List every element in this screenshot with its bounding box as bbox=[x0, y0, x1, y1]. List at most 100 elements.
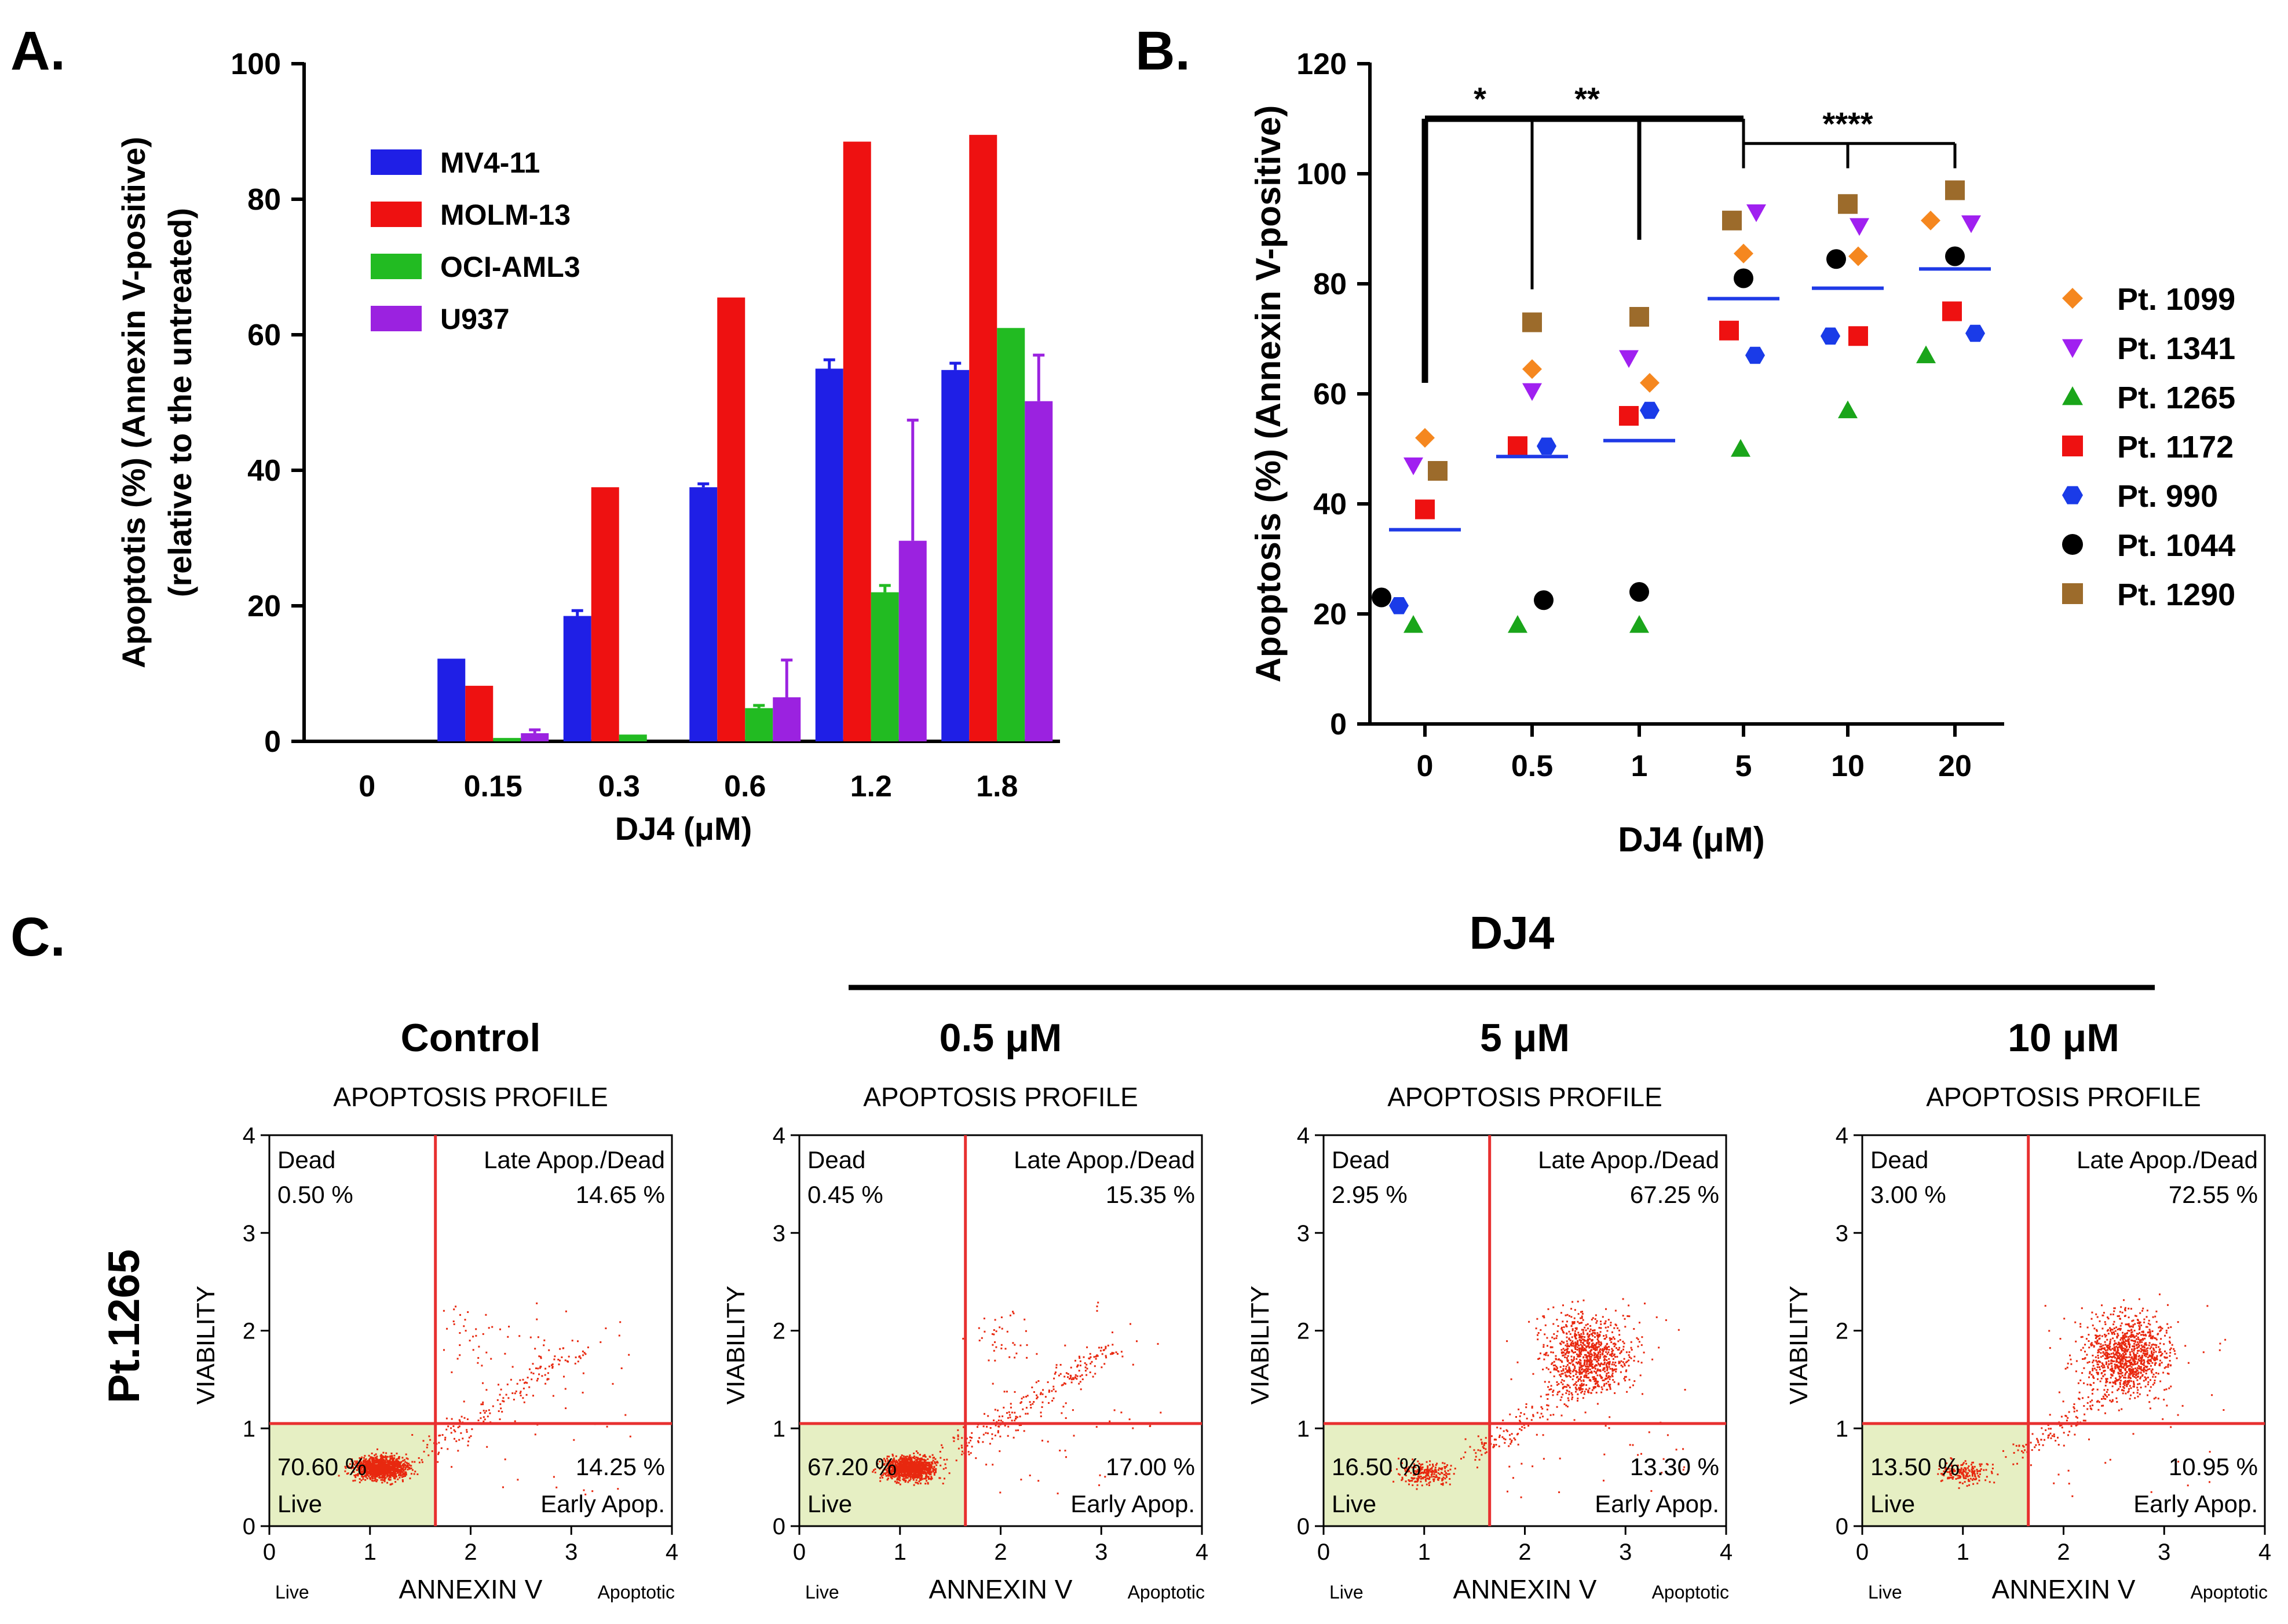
y-tick-label: 4 bbox=[243, 1123, 255, 1148]
quadrant-name-dead: Dead bbox=[1870, 1146, 1928, 1173]
data-point bbox=[1961, 215, 1981, 233]
bar bbox=[745, 708, 773, 741]
x-tick-label: 3 bbox=[2158, 1539, 2170, 1565]
y-tick-label: 20 bbox=[1313, 598, 1347, 631]
x-tick-label: 5 bbox=[1735, 749, 1752, 783]
data-point bbox=[1403, 615, 1423, 633]
x-tick-label: 4 bbox=[1720, 1539, 1733, 1565]
bar bbox=[465, 686, 494, 741]
quadrant-pct-live: 70.60 % bbox=[277, 1453, 367, 1480]
row-label-pt1265: Pt.1265 bbox=[100, 1249, 149, 1403]
y-tick-label: 3 bbox=[773, 1221, 785, 1246]
condition-label: 0.5 μM bbox=[940, 1016, 1062, 1060]
x-axis-title: DJ4 (μM) bbox=[615, 810, 752, 847]
x-axis-title: ANNEXIN V bbox=[1992, 1574, 2136, 1604]
x-tick-label: 3 bbox=[1095, 1539, 1108, 1565]
legend-marker bbox=[2062, 583, 2083, 604]
y-tick-label: 0 bbox=[773, 1514, 785, 1539]
quadrant-pct-live: 67.20 % bbox=[807, 1453, 897, 1480]
live-quadrant-fill bbox=[269, 1423, 436, 1526]
x-tick-label: 0.5 bbox=[1511, 749, 1553, 783]
y-tick-label: 2 bbox=[1297, 1319, 1310, 1344]
legend-marker bbox=[2062, 386, 2083, 405]
plot-title: APOPTOSIS PROFILE bbox=[333, 1082, 608, 1112]
bar bbox=[997, 328, 1025, 741]
flow-plot: 0.5 μM APOPTOSIS PROFILE 00 1 1 2 2 3 3 4 4 Dead 0.4… bbox=[722, 1016, 1208, 1604]
quadrant-pct-dead: 0.45 % bbox=[807, 1181, 883, 1208]
dj4-heading: DJ4 bbox=[1470, 907, 1555, 959]
y-tick-label: 4 bbox=[773, 1123, 785, 1148]
y-tick-label: 100 bbox=[1296, 158, 1347, 191]
x-tick-label: 0.15 bbox=[464, 770, 522, 803]
y-tick-label: 120 bbox=[1296, 47, 1347, 81]
y-tick-label: 1 bbox=[773, 1416, 785, 1442]
y-tick-label: 80 bbox=[247, 183, 281, 217]
event-dots bbox=[872, 1301, 1162, 1495]
y-tick-label: 1 bbox=[243, 1416, 255, 1442]
x-tick-label: 1 bbox=[894, 1539, 907, 1565]
x-tick-label: 4 bbox=[2258, 1539, 2271, 1565]
data-point bbox=[1629, 582, 1649, 602]
live-quadrant-fill bbox=[1862, 1423, 2029, 1526]
panel-label-b: B. bbox=[1135, 20, 1190, 82]
y-tick-label: 0 bbox=[1330, 708, 1347, 741]
data-point bbox=[1629, 307, 1649, 327]
x-axis-title: ANNEXIN V bbox=[929, 1574, 1073, 1604]
x-left-label: Live bbox=[805, 1582, 839, 1603]
condition-label: 5 μM bbox=[1480, 1016, 1570, 1060]
x-tick-label: 1 bbox=[1418, 1539, 1431, 1565]
bar bbox=[619, 734, 647, 741]
data-point bbox=[1537, 437, 1556, 455]
legend-swatch bbox=[371, 254, 422, 279]
data-point bbox=[1640, 373, 1660, 393]
legend-marker bbox=[2062, 436, 2083, 456]
data-point bbox=[1403, 457, 1423, 476]
quadrant-name-early: Early Apop. bbox=[540, 1490, 665, 1517]
y-tick-label: 1 bbox=[1297, 1416, 1310, 1442]
y-tick-label: 4 bbox=[1836, 1123, 1848, 1148]
data-point bbox=[1916, 345, 1936, 364]
x-right-label: Apoptotic bbox=[598, 1582, 675, 1603]
y-tick-label: 2 bbox=[773, 1319, 785, 1344]
data-point bbox=[1428, 461, 1448, 481]
data-point bbox=[1850, 218, 1869, 236]
y-axis-title: VIABILITY bbox=[192, 1286, 220, 1404]
x-tick-label: 1.8 bbox=[976, 770, 1018, 803]
data-point bbox=[1722, 210, 1742, 231]
x-tick-label: 3 bbox=[1619, 1539, 1632, 1565]
y-tick-label: 0 bbox=[264, 725, 281, 759]
data-point bbox=[1522, 383, 1542, 401]
y-tick-label: 60 bbox=[1313, 378, 1347, 411]
x-tick-label: 2 bbox=[2057, 1539, 2070, 1565]
bar bbox=[689, 487, 718, 741]
data-point bbox=[1389, 597, 1409, 615]
data-point bbox=[1746, 204, 1766, 222]
legend-label: MOLM-13 bbox=[440, 199, 571, 231]
x-left-label: Live bbox=[275, 1582, 309, 1603]
quadrant-name-late: Late Apop./Dead bbox=[484, 1146, 665, 1173]
quadrant-pct-late: 14.65 % bbox=[576, 1181, 665, 1208]
legend-label: Pt. 1341 bbox=[2117, 331, 2235, 366]
sig-label: ** bbox=[1574, 81, 1600, 117]
bar bbox=[1025, 401, 1053, 741]
sig-label: * bbox=[1474, 81, 1486, 117]
quadrant-pct-live: 16.50 % bbox=[1332, 1453, 1421, 1480]
y-tick-label: 100 bbox=[231, 47, 281, 81]
sig-label: **** bbox=[1822, 105, 1873, 142]
bar bbox=[871, 592, 899, 741]
legend-label: Pt. 990 bbox=[2117, 479, 2218, 514]
legend-swatch bbox=[371, 149, 422, 175]
flow-plot: 10 μM APOPTOSIS PROFILE 00 1 1 2 2 3 3 4 4 Dead 3.00… bbox=[1785, 1016, 2271, 1604]
quadrant-pct-early: 14.25 % bbox=[576, 1453, 665, 1480]
quadrant-pct-dead: 0.50 % bbox=[277, 1181, 353, 1208]
x-tick-label: 2 bbox=[994, 1539, 1007, 1565]
bar bbox=[437, 659, 466, 741]
y-tick-label: 3 bbox=[1297, 1221, 1310, 1246]
y-axis-title: VIABILITY bbox=[722, 1286, 750, 1404]
legend-label: U937 bbox=[440, 303, 510, 335]
condition-label: Control bbox=[401, 1016, 541, 1060]
x-tick-label: 2 bbox=[464, 1539, 477, 1565]
data-point bbox=[1848, 326, 1868, 346]
x-axis-title: ANNEXIN V bbox=[1453, 1574, 1597, 1604]
